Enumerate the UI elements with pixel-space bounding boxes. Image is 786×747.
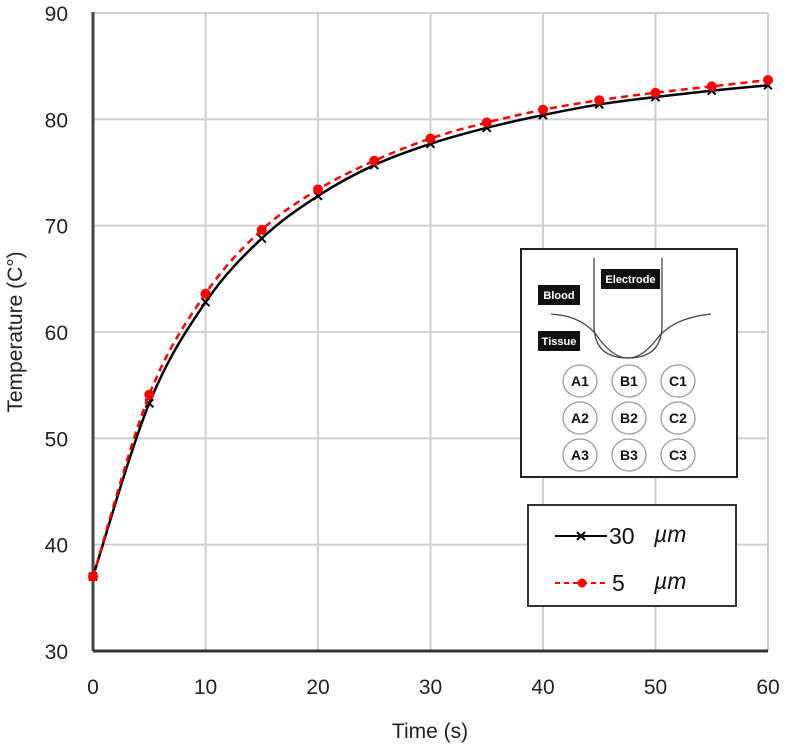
point-label: A2 xyxy=(571,410,589,426)
point-b1: B1 xyxy=(611,364,647,398)
tissue-label: Tissue xyxy=(542,336,577,348)
x-tick-label: 0 xyxy=(87,676,99,699)
series-line xyxy=(91,84,769,577)
x-tick-label: 50 xyxy=(644,676,667,699)
point-b3: B3 xyxy=(611,438,647,472)
circle-marker-icon xyxy=(88,571,98,582)
y-tick-label: 30 xyxy=(45,641,68,664)
x-tick-label: 40 xyxy=(531,676,554,699)
legend-item-5um: 5 µm xyxy=(555,568,686,596)
y-tick-label: 80 xyxy=(45,109,68,132)
y-tick-labels: 30 40 50 60 70 80 90 xyxy=(45,3,68,664)
y-tick-label: 70 xyxy=(45,216,68,239)
circle-marker-icon xyxy=(594,95,605,106)
circle-marker-icon xyxy=(425,133,436,144)
point-b2: B2 xyxy=(611,401,647,435)
legend-label-30: 30 xyxy=(609,523,635,549)
point-circle xyxy=(611,364,647,398)
point-label: B2 xyxy=(620,410,638,426)
legend-label-5: 5 xyxy=(612,570,625,596)
axes xyxy=(91,12,768,653)
point-label: B3 xyxy=(620,447,638,463)
y-tick-label: 60 xyxy=(45,322,68,345)
circle-marker-icon xyxy=(369,155,380,166)
legend-frame xyxy=(527,504,737,607)
point-label: B1 xyxy=(620,373,638,389)
series-line xyxy=(91,78,769,577)
point-c2: C2 xyxy=(660,401,696,435)
circle-marker-icon xyxy=(256,224,267,235)
point-c1: C1 xyxy=(660,364,696,398)
point-label: C3 xyxy=(669,447,687,463)
y-tick-label: 50 xyxy=(45,428,68,451)
x-tick-label: 60 xyxy=(756,676,779,699)
measurement-points: A1 B1 C1 A2 B2 C2 A3 B3 C3 xyxy=(562,364,696,472)
circle-marker-icon xyxy=(706,81,717,92)
y-tick-label: 90 xyxy=(45,3,68,26)
circle-marker-icon xyxy=(763,74,773,85)
circle-marker-icon xyxy=(538,104,548,115)
series-30um xyxy=(88,80,773,582)
point-circle xyxy=(611,438,647,472)
y-tick-label: 40 xyxy=(45,535,68,558)
x-axis-title: Time (s) xyxy=(392,720,468,743)
legend: 30 µm 5 µm xyxy=(527,504,737,607)
tissue-label-box xyxy=(538,331,580,351)
data-series xyxy=(88,74,773,582)
point-label: C2 xyxy=(669,410,687,426)
legend-item-30um: 30 µm xyxy=(555,521,686,549)
x-tick-label: 20 xyxy=(306,676,329,699)
circle-marker-icon xyxy=(650,87,661,98)
point-a2: A2 xyxy=(562,401,598,435)
x-tick-label: 30 xyxy=(419,676,442,699)
legend-unit-5: µm xyxy=(653,568,686,594)
circle-marker-icon xyxy=(313,184,323,195)
series-5um xyxy=(88,74,773,582)
point-circle xyxy=(660,401,696,435)
tissue-boundary xyxy=(550,313,712,359)
legend-unit-30: µm xyxy=(653,521,686,547)
point-circle xyxy=(611,401,647,435)
electrode-label-box xyxy=(601,269,660,289)
x-marker-icon xyxy=(200,297,211,307)
point-c3: C3 xyxy=(660,438,696,472)
circle-marker-icon xyxy=(481,117,492,128)
blood-label-box xyxy=(538,285,580,305)
circle-marker-icon xyxy=(144,389,155,400)
point-label: C1 xyxy=(669,373,687,389)
point-circle xyxy=(660,438,696,472)
circle-marker-icon xyxy=(200,288,211,299)
point-a3: A3 xyxy=(562,438,598,472)
point-circle xyxy=(562,438,598,472)
point-circle xyxy=(562,364,598,398)
point-circle xyxy=(562,401,598,435)
point-label: A1 xyxy=(571,373,589,389)
electrode-label: Electrode xyxy=(605,274,655,286)
x-tick-labels: 0 10 20 30 40 50 60 xyxy=(87,676,780,699)
inset-diagram: Electrode Blood Tissue A1 B1 C1 A2 B2 C2 A3 B3 C… xyxy=(520,248,738,478)
x-tick-label: 10 xyxy=(194,676,217,699)
point-label: A3 xyxy=(571,447,589,463)
x-marker-icon xyxy=(257,233,267,244)
blood-label: Blood xyxy=(543,290,574,302)
point-circle xyxy=(660,364,696,398)
y-axis-title: Temperature (C°) xyxy=(4,251,27,412)
point-a1: A1 xyxy=(562,364,598,398)
circle-marker-icon xyxy=(577,578,587,588)
x-marker-icon xyxy=(576,531,586,541)
